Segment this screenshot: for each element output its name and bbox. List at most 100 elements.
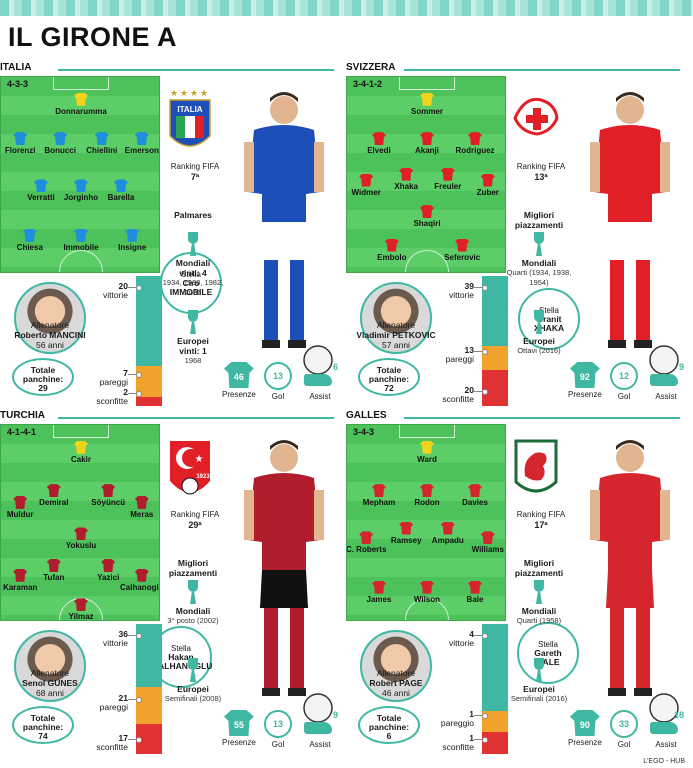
shirt-icon (74, 440, 88, 454)
assists-label: Assist (655, 392, 677, 401)
svg-text:★: ★ (180, 88, 188, 98)
player-marker: Cakir (51, 440, 111, 464)
ranking-label: Ranking FIFA (170, 510, 220, 519)
star-player-badge: Stella Gareth BALE (517, 622, 579, 684)
coach-info: Allenatore Vladimir PETKOVIC 57 anni (346, 320, 446, 350)
player-marker: Verratti (11, 179, 71, 202)
assists-label: Assist (309, 392, 331, 401)
coach-role: Allenatore (30, 320, 70, 330)
formation-pitch: 3-4-3 Ward Mepham Rodon Davies C. Roberts Rams… (346, 424, 506, 621)
player-name: Immobile (63, 242, 99, 252)
player-name: Embolo (377, 252, 407, 262)
player-name: Elvedi (367, 146, 391, 156)
europei-title: Europei (523, 336, 555, 346)
coach-age: 57 anni (382, 340, 410, 350)
shirt-icon (468, 484, 482, 498)
player-name: Yazici (97, 572, 120, 582)
total-matches-badge: Totale panchine: 29 (12, 358, 74, 396)
fifa-ranking: Ranking FIFA 29ª (158, 510, 232, 531)
europei-detail: Semifinali (2008) (164, 694, 222, 703)
shirt-icon (468, 580, 482, 594)
player-marker: Seferovic (432, 238, 492, 262)
mondiali-title: Mondiali (175, 606, 211, 616)
assists-value: 9 (678, 362, 684, 372)
ranking-value: 29ª (188, 520, 202, 530)
player-name: C. Roberts (346, 545, 387, 555)
boot-shape (650, 722, 678, 734)
shirt-icon (13, 132, 28, 146)
star-first-name: Gareth (534, 648, 562, 658)
stat-leader-line (128, 737, 142, 743)
team-name: GALLES (346, 410, 387, 421)
pitch-goal-area (53, 425, 109, 438)
mondiali-detail: 3° posto (2002) (167, 616, 219, 625)
coach-name: Robert PAGE (369, 678, 423, 688)
player-marker: Ward (397, 440, 457, 464)
stat-label: sconfitte (442, 394, 474, 404)
goals-label: Gol (617, 392, 631, 401)
shirt-icon (13, 568, 28, 582)
losses-stat: 2 sconfitte (68, 388, 128, 406)
group-header: ITALIA (0, 62, 340, 76)
stat-value: 21 (118, 692, 128, 703)
stat-label: vittorie (448, 290, 474, 300)
world-cup-trophy-icon (186, 232, 200, 256)
assists-stat: 6 Assist (302, 362, 338, 401)
shirt-icon (13, 495, 28, 509)
star-first-name: Ciro (182, 278, 200, 288)
shirt-icon (440, 521, 455, 535)
player-name: Ampadu (431, 535, 464, 545)
shirt-icon (134, 132, 149, 146)
star-last-name: XHAKA (533, 323, 565, 333)
ball-icon: 33 (610, 710, 638, 738)
player-name: Zuber (476, 187, 499, 197)
wins-stat: 20 vittorie (68, 282, 128, 300)
shirt-icon (114, 179, 128, 193)
shirt-icon (74, 228, 88, 242)
stat-value: 20 (464, 385, 474, 395)
player-marker: Karaman (1, 568, 50, 592)
coach-role: Allenatore (30, 668, 70, 678)
stat-leader-line (474, 349, 488, 356)
stat-label: sconfitte (442, 742, 474, 752)
star-last-name: IMMOBILE (169, 287, 213, 297)
formation-label: 4-3-3 (7, 79, 29, 89)
boot-icon: 9 (648, 362, 684, 390)
shirt-icon (22, 228, 37, 242)
footer-credit: L'EGO - HUB (643, 758, 685, 765)
europei-title: Europei (523, 684, 555, 694)
group-galles: GALLES 3-4-3 Ward Mepham Rodon Davies C. Rober… (346, 410, 686, 756)
shirt-icon (359, 531, 374, 545)
svg-text:★: ★ (200, 88, 208, 98)
player-marker: Shaqiri (397, 205, 457, 228)
euro-trophy-icon (532, 310, 546, 334)
group-turchia: TURCHIA 4-1-4-1 Cakir Muldur Demiral Söyüncü M… (0, 410, 340, 756)
player-marker: Rodriguez (445, 132, 505, 155)
shirt-icon (372, 484, 386, 498)
player-marker: Davies (445, 484, 505, 507)
player-marker: Demiral (24, 484, 84, 507)
shirt-icon (94, 132, 109, 146)
coach-age: 68 anni (36, 688, 64, 698)
player-marker: Bonucci (30, 132, 90, 155)
shirt-icon (420, 440, 434, 454)
player-marker: Sommer (397, 92, 457, 116)
star-first-name: Hakan (168, 652, 194, 662)
star-label: Stella (180, 270, 201, 279)
stat-leader-line (474, 285, 488, 291)
total-label: Totale (376, 365, 402, 375)
team-name: TURCHIA (0, 410, 45, 421)
player-name: Demiral (39, 498, 69, 508)
player-name: Akanji (414, 146, 439, 156)
stat-leader-line (474, 633, 488, 639)
stat-leader-line (128, 696, 142, 703)
ranking-value: 13ª (534, 172, 548, 182)
goals-stat: 12 Gol (610, 362, 638, 401)
star-label: Stella (538, 306, 559, 315)
stat-value: 1 (469, 733, 474, 743)
star-last-name: BALE (536, 657, 560, 667)
coach-name: Vladimir PETKOVIC (356, 330, 436, 340)
shirt-icon (34, 179, 48, 193)
goals-label: Gol (271, 740, 285, 749)
mondiali-title: Mondiali (175, 258, 211, 268)
